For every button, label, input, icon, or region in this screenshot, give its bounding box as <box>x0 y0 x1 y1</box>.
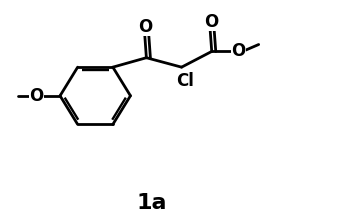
Text: 1a: 1a <box>137 193 168 213</box>
Text: O: O <box>232 42 246 60</box>
Text: O: O <box>139 18 153 36</box>
Text: O: O <box>29 87 44 105</box>
Text: O: O <box>204 13 218 31</box>
Text: Cl: Cl <box>176 72 194 90</box>
